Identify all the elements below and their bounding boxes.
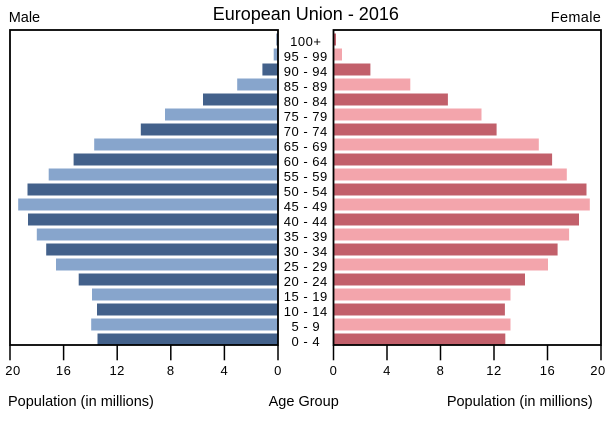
svg-text:16: 16 [540, 363, 555, 378]
svg-text:12: 12 [486, 363, 501, 378]
svg-text:25 - 29: 25 - 29 [284, 259, 328, 274]
svg-text:0: 0 [330, 363, 338, 378]
svg-text:20: 20 [5, 363, 20, 378]
svg-text:4: 4 [221, 363, 229, 378]
svg-text:65 - 69: 65 - 69 [284, 139, 328, 154]
svg-text:35 - 39: 35 - 39 [284, 229, 328, 244]
svg-text:0 - 4: 0 - 4 [292, 334, 321, 349]
svg-text:Female: Female [551, 10, 601, 26]
svg-text:0: 0 [274, 363, 282, 378]
svg-text:4: 4 [383, 363, 391, 378]
svg-text:80 - 84: 80 - 84 [284, 94, 328, 109]
svg-text:90 - 94: 90 - 94 [284, 64, 328, 79]
svg-text:45 - 49: 45 - 49 [284, 199, 328, 214]
svg-text:Population (in millions): Population (in millions) [447, 394, 593, 410]
svg-text:Population (in millions): Population (in millions) [8, 394, 154, 410]
svg-text:20: 20 [590, 363, 605, 378]
svg-text:8: 8 [167, 363, 175, 378]
svg-text:5 - 9: 5 - 9 [292, 319, 321, 334]
svg-text:Male: Male [9, 10, 40, 26]
svg-text:100+: 100+ [290, 34, 321, 49]
svg-text:10 - 14: 10 - 14 [284, 304, 328, 319]
svg-text:75 - 79: 75 - 79 [284, 109, 328, 124]
svg-text:8: 8 [437, 363, 445, 378]
svg-text:European Union - 2016: European Union - 2016 [213, 4, 399, 24]
svg-text:Age Group: Age Group [269, 394, 339, 410]
svg-text:85 - 89: 85 - 89 [284, 79, 328, 94]
svg-text:60 - 64: 60 - 64 [284, 154, 328, 169]
svg-text:40 - 44: 40 - 44 [284, 214, 328, 229]
svg-text:20 - 24: 20 - 24 [284, 274, 328, 289]
svg-text:70 - 74: 70 - 74 [284, 124, 328, 139]
svg-text:12: 12 [109, 363, 124, 378]
svg-text:16: 16 [56, 363, 71, 378]
svg-text:30 - 34: 30 - 34 [284, 244, 328, 259]
svg-text:55 - 59: 55 - 59 [284, 169, 328, 184]
svg-text:95 - 99: 95 - 99 [284, 49, 328, 64]
svg-text:50 - 54: 50 - 54 [284, 184, 328, 199]
svg-text:15 - 19: 15 - 19 [284, 289, 328, 304]
